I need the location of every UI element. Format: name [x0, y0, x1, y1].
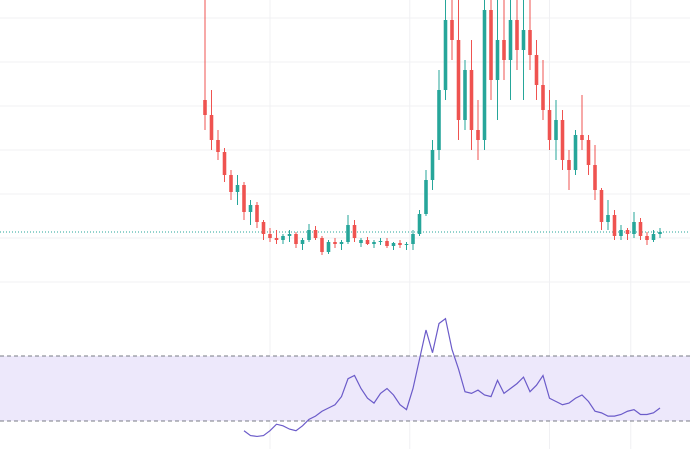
candle-body	[430, 150, 435, 180]
candle-body	[541, 85, 545, 110]
candle-body	[443, 20, 448, 90]
candle-body	[203, 100, 207, 115]
candle-body	[339, 242, 344, 244]
candle-body	[482, 10, 487, 140]
candle-body	[625, 230, 630, 234]
candle-body	[391, 243, 396, 246]
candle-body	[619, 230, 623, 236]
candle-body	[326, 242, 331, 252]
candle-body	[320, 238, 324, 252]
candle-body	[255, 205, 259, 222]
candle-body	[450, 20, 454, 40]
candle-body	[632, 222, 636, 234]
candle-body	[528, 30, 532, 55]
candle-body	[658, 232, 662, 234]
candle-body	[469, 70, 474, 130]
candle-body	[274, 238, 279, 240]
candle-body	[560, 120, 565, 160]
candle-body	[365, 240, 370, 244]
candle-body	[411, 234, 415, 244]
candle-body	[346, 225, 350, 242]
candle-body	[398, 243, 402, 245]
candle-body	[404, 244, 409, 245]
candle-body	[645, 236, 649, 240]
candle-body	[424, 180, 428, 214]
candle-body	[385, 241, 389, 246]
candle-body	[333, 242, 337, 244]
candle-body	[437, 90, 441, 150]
candle-body	[235, 185, 240, 192]
candle-body	[378, 241, 383, 242]
candle-body	[573, 135, 578, 170]
candle-body	[313, 230, 318, 238]
candle-body	[547, 110, 552, 140]
candle-body	[294, 234, 298, 244]
candle-body	[268, 234, 272, 238]
candle-body	[651, 234, 656, 240]
candle-body	[209, 115, 214, 140]
candle-body	[222, 152, 227, 175]
candle-body	[352, 225, 357, 238]
candle-body	[489, 10, 493, 80]
candle-body	[242, 185, 246, 212]
rsi-line	[243, 317, 661, 438]
candle-body	[359, 240, 363, 243]
candle-body	[567, 160, 571, 170]
candle-body	[216, 140, 220, 152]
candle-body	[261, 222, 266, 234]
candle-body	[521, 30, 526, 50]
candle-body	[606, 215, 610, 222]
candle-body	[495, 40, 500, 80]
candle-body	[554, 120, 558, 140]
candle-body	[456, 40, 461, 120]
candle-body	[502, 40, 506, 60]
candle-body	[586, 140, 591, 165]
candle-body	[515, 20, 519, 50]
candle-body	[287, 234, 292, 236]
candle-body	[476, 130, 480, 140]
candle-body	[248, 205, 253, 212]
candle-body	[281, 236, 285, 240]
candle-body	[534, 55, 539, 85]
candle-body	[372, 242, 376, 244]
candle-body	[508, 20, 513, 60]
candle-body	[307, 230, 311, 240]
candle-body	[593, 165, 597, 190]
candle-body	[599, 190, 604, 222]
candle-body	[417, 214, 422, 234]
candle-body	[229, 175, 233, 192]
candle-body	[300, 240, 305, 244]
candle-body	[612, 215, 617, 236]
candle-body	[580, 135, 584, 140]
candle-body	[463, 70, 467, 120]
candle-body	[638, 222, 643, 236]
